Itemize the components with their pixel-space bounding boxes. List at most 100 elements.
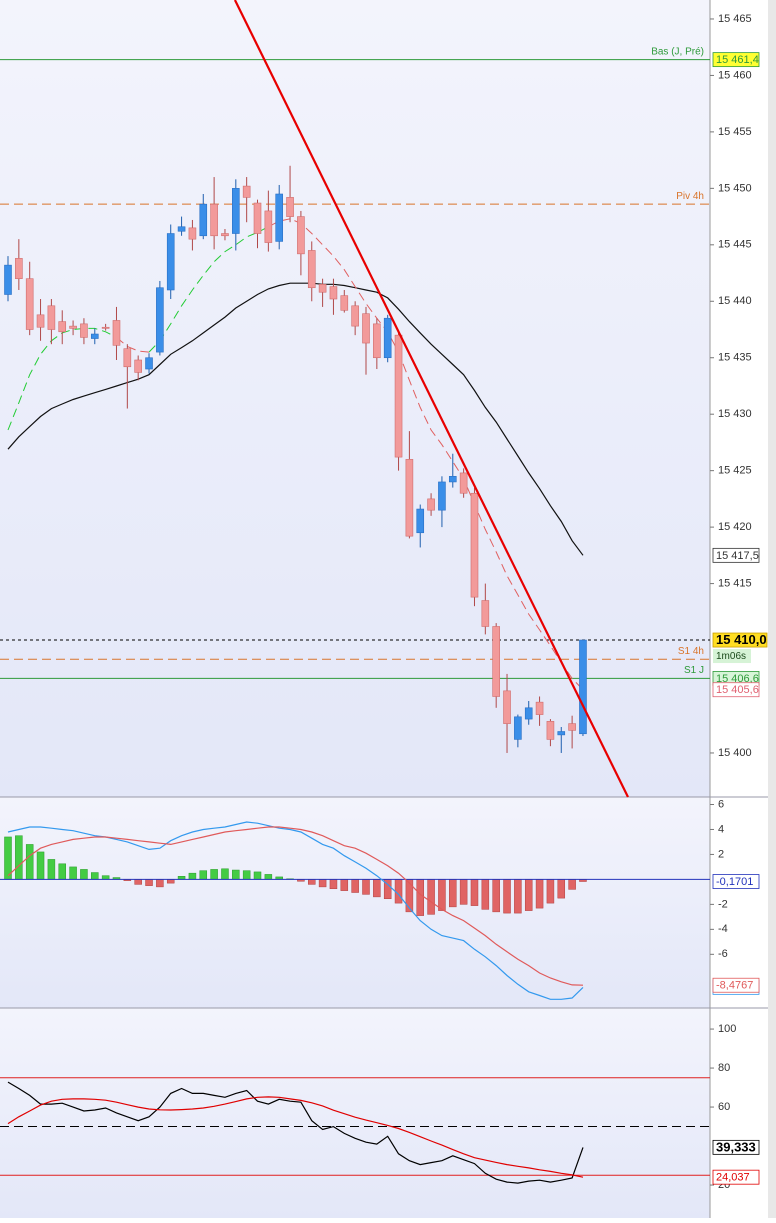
y-tick-label: 15 400 bbox=[718, 747, 752, 759]
histogram-bar bbox=[557, 879, 566, 899]
histogram-bar bbox=[36, 851, 45, 880]
histogram-bar bbox=[188, 872, 197, 880]
histogram-bar bbox=[156, 879, 164, 888]
y-tick-label: 60 bbox=[718, 1101, 730, 1113]
y-tick-label: 15 445 bbox=[718, 239, 752, 251]
y-tick-label: 15 465 bbox=[718, 13, 752, 25]
candle-body bbox=[318, 284, 327, 293]
y-tick-label: -6 bbox=[718, 948, 728, 960]
y-tick-label: 15 455 bbox=[718, 126, 752, 138]
value-label: 15 410,0 bbox=[716, 632, 767, 647]
histogram-bar bbox=[221, 868, 229, 880]
histogram-bar bbox=[514, 879, 522, 914]
candle-body bbox=[188, 227, 197, 240]
candle-body bbox=[416, 508, 425, 534]
candle-body bbox=[557, 731, 566, 736]
histogram-bar bbox=[25, 844, 34, 880]
candle-body bbox=[448, 476, 457, 483]
histogram-bar bbox=[210, 869, 218, 880]
histogram-bar bbox=[80, 869, 88, 880]
candle-body bbox=[503, 690, 511, 724]
candle-body bbox=[112, 320, 121, 346]
candle-body bbox=[297, 216, 305, 255]
histogram-bar bbox=[394, 879, 403, 904]
value-label: 15 417,5 bbox=[716, 550, 759, 562]
histogram-bar bbox=[481, 879, 490, 910]
indicator-line bbox=[7, 282, 584, 556]
histogram-bar bbox=[438, 879, 446, 911]
candle-body bbox=[459, 472, 468, 494]
value-label-box bbox=[712, 52, 760, 68]
y-tick-label: 100 bbox=[718, 1023, 736, 1035]
candle-body bbox=[286, 197, 294, 217]
histogram-bar bbox=[242, 870, 251, 880]
y-tick-label: 15 420 bbox=[718, 521, 752, 533]
candle-body bbox=[145, 357, 153, 370]
histogram-bar bbox=[253, 871, 262, 880]
histogram-bar bbox=[15, 835, 23, 880]
y-tick-label: -2 bbox=[718, 898, 728, 910]
candle-body bbox=[123, 348, 132, 368]
y-tick-label: 15 415 bbox=[718, 577, 752, 589]
candle-body bbox=[134, 359, 142, 373]
histogram-bar bbox=[535, 879, 544, 909]
value-label: 24,037 bbox=[716, 1172, 750, 1184]
candle-body bbox=[351, 305, 359, 327]
macd-panel-bg bbox=[0, 797, 710, 1008]
value-label-box bbox=[712, 874, 760, 889]
histogram-bar bbox=[427, 879, 435, 915]
candle-body bbox=[4, 264, 12, 295]
candle-body bbox=[492, 626, 500, 697]
candle-body bbox=[69, 325, 77, 329]
y-tick-label: 4 bbox=[718, 823, 724, 835]
histogram-bar bbox=[101, 875, 110, 880]
y-tick-label: 15 460 bbox=[718, 69, 752, 81]
candle-body bbox=[373, 323, 381, 359]
candle-body bbox=[362, 313, 370, 344]
histogram-bar bbox=[524, 879, 533, 911]
timer: 1m06s bbox=[716, 651, 746, 662]
histogram-bar bbox=[568, 879, 576, 890]
candle-body bbox=[90, 333, 99, 339]
y-tick-label: -4 bbox=[718, 923, 728, 935]
histogram-bar bbox=[58, 863, 66, 880]
histogram-bar bbox=[134, 879, 142, 885]
histogram-bar bbox=[69, 866, 77, 880]
histogram-bar bbox=[47, 859, 56, 880]
candle-body bbox=[546, 721, 555, 740]
histogram-bar bbox=[264, 874, 273, 880]
value-label-box bbox=[712, 1169, 760, 1185]
y-tick-label: 6 bbox=[718, 798, 724, 810]
candle-body bbox=[166, 233, 175, 291]
histogram-bar bbox=[492, 879, 500, 913]
histogram-bar bbox=[166, 879, 175, 884]
histogram-bar bbox=[459, 879, 468, 905]
candle-body bbox=[535, 701, 544, 715]
price-axis-bg bbox=[710, 0, 768, 1218]
level-label: Bas (J, Pré) bbox=[651, 46, 704, 57]
candle-body bbox=[80, 323, 88, 338]
side-strip bbox=[768, 0, 776, 1218]
candle-body bbox=[307, 250, 316, 289]
y-tick-label: 80 bbox=[718, 1062, 730, 1074]
candle-body bbox=[232, 188, 240, 234]
histogram-bar bbox=[199, 870, 208, 880]
candle-body bbox=[568, 723, 576, 731]
candle-body bbox=[253, 202, 262, 234]
timer-box bbox=[713, 649, 751, 664]
y-tick-label: 2 bbox=[718, 848, 724, 860]
value-label-box bbox=[712, 547, 760, 563]
value-label-box bbox=[712, 1139, 760, 1155]
candle-body bbox=[438, 481, 446, 511]
candle-body bbox=[47, 305, 56, 330]
candle-body bbox=[427, 498, 435, 511]
level-label: S1 J bbox=[684, 665, 704, 676]
histogram-bar bbox=[232, 869, 240, 880]
histogram-bar bbox=[318, 879, 327, 888]
indicator-line bbox=[7, 1096, 584, 1178]
candle-body bbox=[264, 210, 273, 243]
indicator-line bbox=[7, 826, 584, 986]
rsi-panel-bg bbox=[0, 1008, 710, 1218]
y-tick-label: 15 425 bbox=[718, 465, 752, 477]
